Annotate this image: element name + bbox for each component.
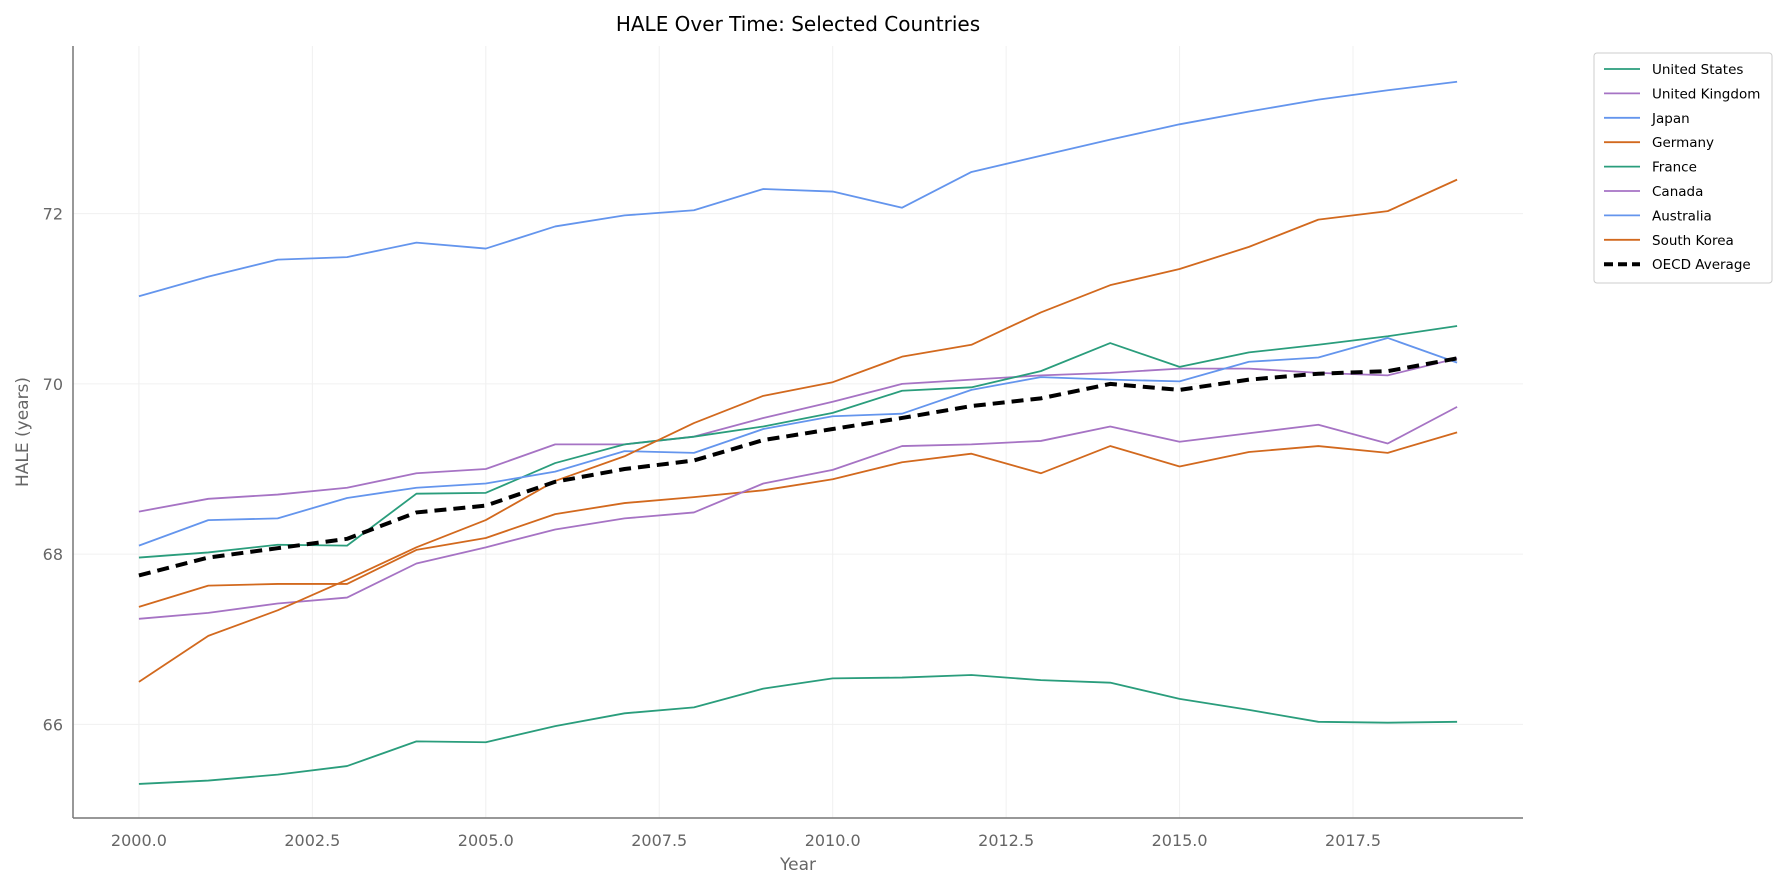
legend: United States United Kingdom Japan Germany F… [1593, 52, 1773, 284]
legend-label-united-kingdom: United Kingdom [1652, 86, 1760, 102]
x-tick-label: 2012.5 [978, 831, 1034, 850]
x-tick-label: 2017.5 [1325, 831, 1381, 850]
grid [73, 46, 1523, 818]
legend-label-canada: Canada [1652, 184, 1703, 200]
legend-label-oecd-average: OECD Average [1652, 257, 1751, 273]
series-lines [138, 80, 1458, 785]
series-line-south-korea [138, 178, 1458, 683]
y-tick-label: 68 [43, 545, 63, 564]
series-line-oecd-average [138, 356, 1458, 578]
y-tick-label: 72 [43, 205, 63, 224]
y-axis-label: HALE (years) [13, 377, 33, 487]
series-line-united-states [138, 674, 1458, 785]
x-tick-label: 2005.0 [458, 831, 514, 850]
legend-label-south-korea: South Korea [1652, 233, 1734, 249]
y-tick-label: 70 [43, 375, 63, 394]
series-line-united-kingdom [138, 357, 1458, 513]
series-line-germany [138, 431, 1458, 608]
x-tick-label: 2000.0 [111, 831, 167, 850]
x-tick-label: 2002.5 [284, 831, 340, 850]
x-tick-label: 2007.5 [631, 831, 687, 850]
x-tick-label: 2015.0 [1152, 831, 1208, 850]
series-line-australia [138, 337, 1458, 547]
series-line-japan [138, 80, 1458, 298]
chart-title: HALE Over Time: Selected Countries [616, 12, 980, 36]
x-axis-label: Year [779, 855, 816, 875]
legend-label-france: France [1652, 160, 1697, 176]
y-tick-label: 66 [43, 715, 63, 734]
legend-label-germany: Germany [1652, 135, 1714, 151]
legend-label-australia: Australia [1652, 208, 1712, 224]
x-ticks: 2000.0 2002.5 2005.0 2007.5 2010.0 2012.5 2015… [111, 831, 1381, 850]
legend-label-united-states: United States [1652, 62, 1743, 78]
x-tick-label: 2010.0 [805, 831, 861, 850]
series-line-canada [138, 406, 1458, 620]
legend-box [1593, 52, 1773, 284]
series-line-france [138, 325, 1458, 559]
legend-label-japan: Japan [1651, 111, 1690, 127]
y-ticks: 66 68 70 72 [43, 205, 63, 735]
